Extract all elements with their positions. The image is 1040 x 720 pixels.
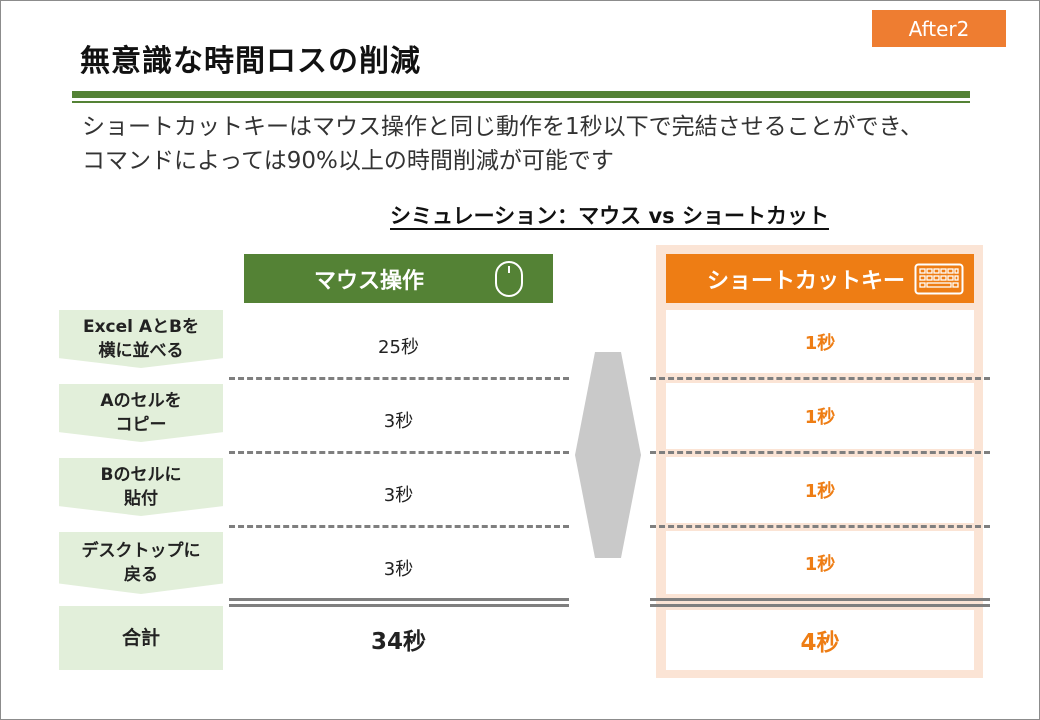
- mouse-time-4: 3秒: [383, 559, 414, 580]
- shortcut-time-3: 1秒: [666, 457, 974, 523]
- total-label: 合計: [59, 606, 223, 670]
- description-line-1: ショートカットキーはマウス操作と同じ動作を1秒以下で完結させることができ、: [82, 114, 924, 140]
- total-divider: [229, 598, 569, 607]
- title-rule-thin: [72, 101, 970, 103]
- shortcut-column-header: ショートカットキー: [666, 254, 974, 303]
- description-line-2: コマンドによっては90%以上の時間削減が可能です: [82, 148, 614, 174]
- total-divider: [650, 598, 990, 607]
- row-divider: [229, 377, 569, 380]
- mouse-column-header: マウス操作: [244, 254, 553, 303]
- step-1-label: Excel AとBを 横に並べる: [59, 310, 223, 368]
- mouse-total-time: 34秒: [370, 629, 426, 655]
- shortcut-time-1: 1秒: [666, 310, 974, 373]
- step-2-line-2: コピー: [115, 415, 167, 435]
- page-title: 無意識な時間ロスの削減: [80, 44, 421, 79]
- step-2-label: Aのセルをコピー: [59, 384, 223, 442]
- step-4-label: デスクトップに 戻る: [59, 532, 223, 594]
- shortcut-total-time: 4秒: [666, 610, 974, 670]
- mouse-column-label: マウス操作: [313, 268, 424, 294]
- mouse-time-1: 25秒: [378, 337, 419, 358]
- step-4-line-1: デスクトップに: [81, 541, 201, 561]
- shortcut-time-2: 1秒: [666, 383, 974, 449]
- slide-badge: After2: [872, 10, 1006, 47]
- step-3-label: Bのセルに貼付: [59, 458, 223, 516]
- row-divider: [650, 451, 990, 454]
- comparison-arrow-icon: [575, 352, 641, 558]
- mouse-time-2: 3秒: [383, 411, 414, 432]
- keyboard-icon: [914, 263, 964, 295]
- step-4-line-2: 戻る: [124, 565, 158, 585]
- row-divider: [229, 525, 569, 528]
- simulation-title: シミュレーション：マウス vs ショートカット: [390, 204, 829, 228]
- row-divider: [650, 525, 990, 528]
- row-divider: [650, 377, 990, 380]
- mouse-time-3: 3秒: [383, 485, 414, 506]
- step-2-line-1: Aのセルを: [100, 391, 182, 411]
- shortcut-column-label: ショートカットキー: [706, 268, 905, 294]
- step-3-line-2: 貼付: [124, 489, 158, 509]
- step-1-line-1: Excel AとBを: [82, 317, 200, 337]
- title-rule-thick: [72, 91, 970, 98]
- row-divider: [229, 451, 569, 454]
- description: ショートカットキーはマウス操作と同じ動作を1秒以下で完結させることができ、 コマ…: [82, 110, 962, 178]
- mouse-icon: [495, 261, 523, 297]
- shortcut-time-4: 1秒: [666, 531, 974, 594]
- step-1-line-2: 横に並べる: [98, 341, 184, 361]
- step-3-line-1: Bのセルに: [100, 465, 182, 485]
